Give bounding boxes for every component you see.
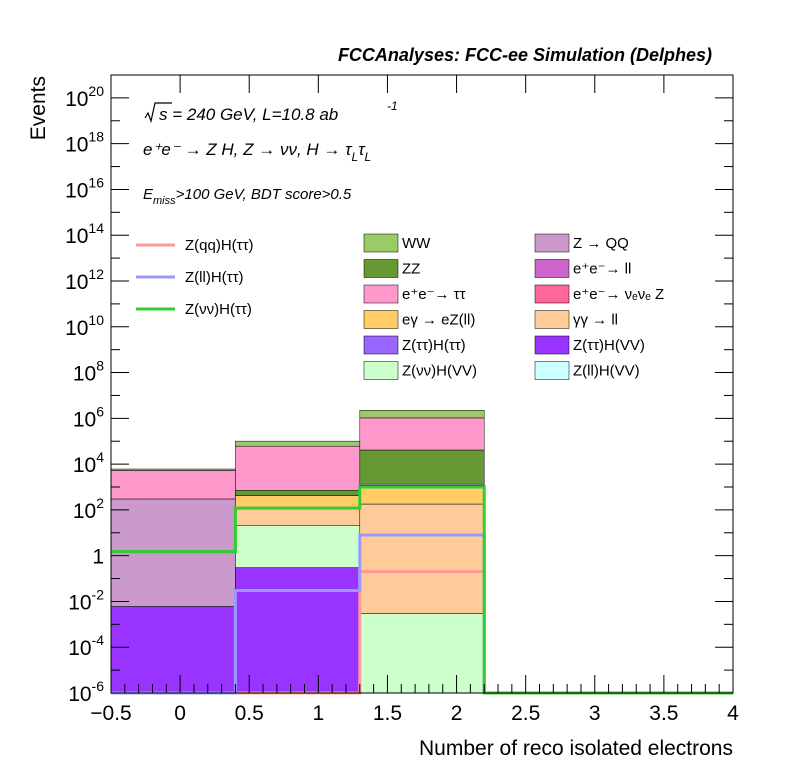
stack-bar-7-bin-2 bbox=[359, 417, 485, 451]
y-tick-label-13: 1020 bbox=[65, 83, 104, 111]
y-tick-label-3: 1 bbox=[92, 546, 104, 569]
annotation-energy: s = 240 GeV, L=10.8 ab -1 bbox=[144, 99, 398, 124]
x-tick-label-2: 0.5 bbox=[235, 702, 264, 725]
stack-bar-8-bin-1 bbox=[235, 440, 361, 447]
legend-bkg-swatch-1 bbox=[534, 233, 570, 253]
y-tick-label-0: 10-6 bbox=[68, 678, 104, 706]
legend-bkg-swatch-6 bbox=[363, 310, 399, 329]
legend-bkg-label-0: WW bbox=[402, 235, 431, 252]
stack-bar-0-bin-1 bbox=[235, 567, 361, 694]
x-tick-label-5: 2 bbox=[451, 702, 463, 725]
legend-bkg-swatch-0 bbox=[363, 233, 399, 253]
y-tick-label-4: 102 bbox=[73, 495, 104, 523]
stack-bar-8-bin-0 bbox=[110, 468, 236, 471]
x-tick-label-3: 1 bbox=[312, 702, 324, 725]
y-tick-label-1: 10-4 bbox=[68, 632, 104, 660]
stack-bar-0-bin-0 bbox=[110, 606, 236, 694]
plot-frame bbox=[110, 74, 734, 694]
y-tick-label-7: 108 bbox=[73, 358, 104, 386]
legend-bkg-swatch-7 bbox=[534, 310, 570, 329]
legend-bkg-label-2: ZZ bbox=[402, 261, 420, 278]
x-tick-label-6: 2.5 bbox=[511, 702, 540, 725]
x-tick-label-4: 1.5 bbox=[373, 702, 402, 725]
legend-bkg-label-8: Z(ττ)H(ττ) bbox=[402, 337, 466, 354]
y-tick-label-2: 10-2 bbox=[68, 586, 104, 614]
y-tick-label-9: 1012 bbox=[65, 266, 104, 294]
y-tick-label-8: 1010 bbox=[65, 312, 104, 340]
legend: Z(qq)H(ττ) Z(ll)H(ττ) Z(νν)H(ττ) WW Z → QQ ZZ… bbox=[136, 233, 664, 380]
stack-bar-7-bin-0 bbox=[110, 470, 236, 500]
stack-bar-3-bin-1 bbox=[235, 507, 361, 526]
stack-bar-6-bin-1 bbox=[235, 490, 361, 496]
legend-bkg-swatch-10 bbox=[363, 361, 399, 380]
legend-bkg-label-11: Z(ll)H(VV) bbox=[573, 363, 640, 380]
plot-area bbox=[110, 410, 733, 695]
svg-text:Emiss>100 GeV, BDT score>0.5: Emiss>100 GeV, BDT score>0.5 bbox=[143, 186, 352, 207]
legend-bkg-swatch-5 bbox=[534, 284, 570, 304]
legend-bkg-label-5: e⁺e⁻→ νₑνₑ Z bbox=[573, 286, 664, 303]
x-tick-label-8: 3.5 bbox=[649, 702, 678, 725]
legend-bkg-label-3: e⁺e⁻→ ll bbox=[573, 261, 631, 278]
y-tick-label-6: 106 bbox=[73, 403, 104, 431]
annotation-selection: Emiss>100 GeV, BDT score>0.5 bbox=[143, 186, 352, 207]
chart-title: FCCAnalyses: FCC-ee Simulation (Delphes) bbox=[338, 45, 712, 65]
stack-bar-3-bin-2 bbox=[359, 503, 485, 614]
legend-bkg-label-1: Z → QQ bbox=[573, 235, 629, 252]
legend-bkg-label-4: e⁺e⁻→ ττ bbox=[402, 286, 466, 303]
annotation-process: e⁺e⁻ → Z H, Z → νν, H → τLτL bbox=[143, 140, 371, 164]
legend-bkg-swatch-8 bbox=[363, 335, 399, 355]
legend-bkg-swatch-2 bbox=[363, 259, 399, 278]
svg-text:-1: -1 bbox=[387, 99, 398, 113]
x-tick-label-9: 4 bbox=[727, 702, 739, 725]
y-tick-label-12: 1018 bbox=[65, 129, 104, 157]
x-tick-label-7: 3 bbox=[589, 702, 601, 725]
x-tick-label-1: 0 bbox=[174, 702, 186, 725]
legend-bkg-swatch-3 bbox=[534, 259, 570, 278]
legend-bkg-label-9: Z(ττ)H(VV) bbox=[573, 337, 645, 354]
y-tick-label-10: 1014 bbox=[65, 220, 104, 248]
legend-bkg-label-6: eγ → eZ(ll) bbox=[402, 312, 475, 329]
svg-text:s = 240 GeV, L=10.8 ab: s = 240 GeV, L=10.8 ab bbox=[159, 105, 338, 124]
stack-bar-4-bin-1 bbox=[235, 495, 361, 509]
legend-bkg-label-10: Z(νν)H(VV) bbox=[402, 363, 477, 380]
legend-bkg-swatch-9 bbox=[534, 335, 570, 355]
x-tick-label-0: −0.5 bbox=[90, 702, 131, 725]
legend-signal-label-2: Z(νν)H(ττ) bbox=[185, 301, 252, 318]
legend-bkg-swatch-4 bbox=[363, 284, 399, 304]
stack-bar-2-bin-1 bbox=[235, 525, 361, 568]
stack-bar-8-bin-2 bbox=[359, 410, 485, 419]
axes: −0.5 0 0.5 1 1.5 2 2.5 3 3.5 4 10-6 10-4 10-2 1 102 104… bbox=[65, 74, 739, 725]
stack-bar-6-bin-2 bbox=[359, 449, 485, 485]
legend-signal-label-0: Z(qq)H(ττ) bbox=[185, 237, 254, 254]
svg-text:e⁺e⁻ → Z H, Z → νν, H → τLτL: e⁺e⁻ → Z H, Z → νν, H → τLτL bbox=[143, 140, 371, 164]
x-axis-label: Number of reco isolated electrons bbox=[419, 737, 733, 760]
y-axis-label: Events bbox=[27, 76, 50, 140]
legend-bkg-swatch-11 bbox=[534, 361, 570, 380]
y-tick-label-11: 1016 bbox=[65, 174, 104, 202]
stack-bar-7-bin-1 bbox=[235, 445, 361, 491]
legend-bkg-label-7: γγ → ll bbox=[573, 312, 618, 329]
y-tick-label-5: 104 bbox=[73, 449, 104, 477]
legend-signal-label-1: Z(ll)H(ττ) bbox=[185, 269, 244, 286]
stack-bar-2-bin-2 bbox=[359, 613, 485, 694]
